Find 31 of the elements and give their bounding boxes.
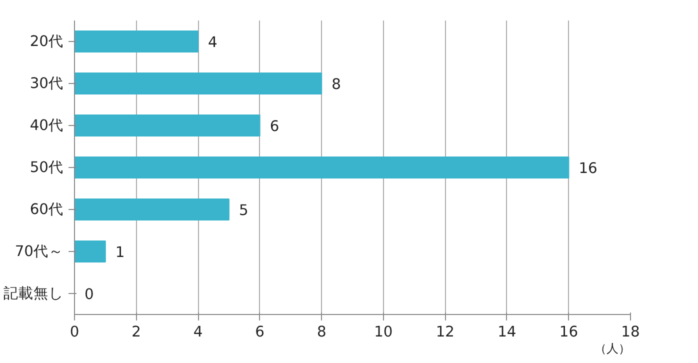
x-tick-label: 18 [621, 324, 640, 340]
data-label: 4 [208, 34, 218, 51]
data-label: 16 [578, 160, 598, 177]
x-tick-label: 14 [498, 324, 516, 340]
y-tick-label: 40代 [30, 117, 64, 134]
data-label: 5 [238, 202, 248, 219]
y-tick-label: 30代 [30, 75, 64, 92]
bar [74, 156, 570, 178]
data-label: 1 [115, 244, 125, 261]
x-tick-label: 10 [374, 324, 393, 340]
bar [74, 240, 106, 262]
y-tick-label: 50代 [30, 159, 64, 176]
data-label: 6 [270, 118, 280, 135]
x-axis-title: （人） [594, 342, 630, 356]
x-tick-label: 0 [70, 324, 80, 340]
bar [74, 72, 322, 94]
y-tick-label: 60代 [30, 201, 64, 218]
bar [74, 198, 230, 220]
x-tick-label: 8 [316, 324, 326, 340]
x-tick-label: 6 [255, 324, 264, 340]
x-tick-label: 16 [559, 324, 578, 340]
bar [74, 30, 199, 52]
y-tick-label: 記載無し [4, 285, 64, 302]
x-tick-label: 2 [132, 324, 141, 340]
bar [74, 114, 260, 136]
x-tick-label: 4 [193, 324, 203, 340]
data-label: 0 [84, 286, 94, 303]
y-tick-label: 70代～ [14, 243, 64, 260]
y-tick-label: 20代 [30, 33, 64, 50]
x-tick-label: 12 [436, 324, 454, 340]
data-label: 8 [332, 76, 341, 93]
